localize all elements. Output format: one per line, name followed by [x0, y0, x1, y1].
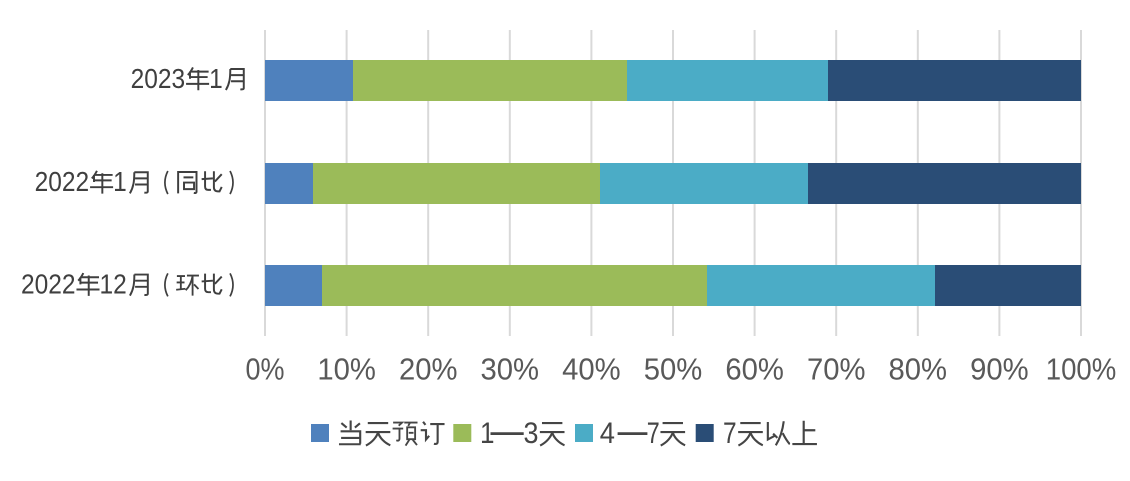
- svg-text:30%: 30%: [481, 352, 540, 387]
- svg-text:1: 1: [480, 417, 495, 450]
- svg-text:2023: 2023: [131, 63, 186, 94]
- svg-text:1: 1: [209, 63, 223, 94]
- svg-text:7: 7: [723, 417, 737, 450]
- svg-text:10%: 10%: [317, 352, 376, 387]
- svg-text:70%: 70%: [807, 352, 866, 387]
- svg-text:100%: 100%: [1046, 352, 1117, 387]
- svg-text:80%: 80%: [889, 352, 948, 387]
- svg-text:50%: 50%: [644, 352, 703, 387]
- svg-text:90%: 90%: [970, 352, 1029, 387]
- svg-text:2022: 2022: [35, 166, 90, 197]
- svg-text:7: 7: [647, 417, 660, 450]
- svg-text:1: 1: [113, 166, 127, 197]
- svg-text:3: 3: [524, 417, 539, 450]
- svg-text:12: 12: [100, 268, 127, 299]
- svg-text:60%: 60%: [725, 352, 784, 387]
- svg-text:0%: 0%: [246, 352, 285, 387]
- svg-text:40%: 40%: [562, 352, 621, 387]
- svg-text:20%: 20%: [399, 352, 458, 387]
- svg-text:2022: 2022: [21, 268, 76, 299]
- svg-text:4: 4: [600, 417, 615, 450]
